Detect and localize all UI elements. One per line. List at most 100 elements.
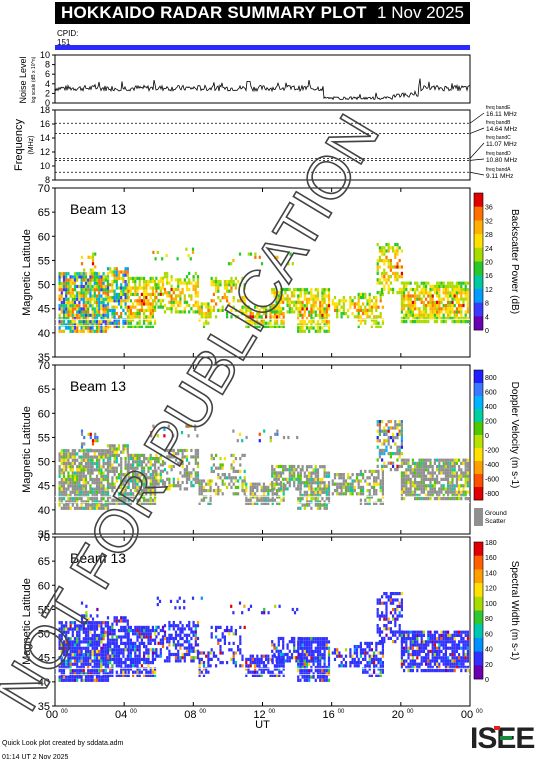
scatter-cell [73, 288, 77, 292]
scatter-cell [219, 463, 222, 467]
scatter-cell [113, 498, 116, 502]
scatter-cell [98, 471, 101, 475]
scatter-cell [91, 323, 94, 327]
scatter-cell [89, 465, 92, 469]
scatter-cell [396, 445, 399, 449]
colorbar-tick-label: -400 [485, 462, 499, 469]
scatter-cell [389, 259, 392, 263]
scatter-cell [190, 474, 193, 478]
scatter-cell [301, 493, 304, 498]
scatter-cell [349, 296, 352, 300]
scatter-cell [438, 291, 441, 295]
scatter-cell [122, 619, 125, 623]
scatter-cell [403, 288, 406, 292]
scatter-cell [340, 312, 343, 316]
scatter-cell [280, 324, 283, 328]
scatter-cell [91, 659, 94, 663]
scatter-cell [174, 307, 178, 311]
scatter-cell [93, 481, 96, 485]
scatter-cell [95, 461, 99, 466]
scatter-cell [368, 495, 371, 499]
scatter-cell [310, 497, 313, 501]
scatter-cell [177, 649, 180, 653]
scatter-cell [385, 448, 388, 452]
scatter-cell [414, 291, 417, 295]
scatter-cell [299, 471, 302, 475]
scatter-cell [458, 320, 461, 324]
scatter-cell [449, 310, 452, 314]
scatter-cell [174, 659, 178, 663]
scatter-cell [127, 485, 130, 489]
scatter-cell [411, 320, 414, 324]
scatter-cell [82, 640, 85, 644]
scatter-cell [301, 307, 304, 311]
scatter-cell [381, 468, 384, 472]
scatter-cell [102, 320, 105, 324]
scatter-cell [323, 323, 326, 327]
lat-ytick-label: 55 [38, 604, 50, 616]
scatter-cell [449, 458, 452, 462]
scatter-cell [364, 296, 367, 300]
scatter-cell [98, 640, 101, 644]
scatter-cell [93, 452, 96, 456]
scatter-cell [87, 678, 90, 682]
scatter-cell [98, 672, 101, 676]
scatter-cell [455, 477, 458, 481]
scatter-cell [109, 469, 112, 473]
scatter-cell [91, 252, 95, 256]
scatter-cell [271, 464, 274, 469]
scatter-cell [284, 297, 287, 301]
scatter-cell [80, 487, 83, 491]
scatter-cell [80, 484, 83, 488]
scatter-cell [159, 279, 162, 284]
scatter-cell [147, 308, 150, 312]
scatter-cell [288, 474, 291, 478]
scatter-cell [312, 477, 315, 482]
scatter-cell [154, 492, 157, 496]
scatter-cell [202, 664, 206, 668]
scatter-cell [431, 316, 434, 320]
scatter-cell [113, 324, 116, 328]
scatter-cell [425, 461, 428, 465]
scatter-cell [177, 278, 180, 282]
scatter-cell [183, 627, 186, 631]
scatter-cell [449, 481, 452, 485]
scatter-cell [65, 281, 68, 285]
scatter-cell [215, 492, 218, 496]
scatter-cell [143, 673, 146, 677]
scatter-cell [124, 492, 127, 496]
scatter-cell [149, 321, 152, 325]
scatter-cell [381, 448, 384, 452]
scatter-cell [117, 315, 121, 319]
scatter-cell [400, 420, 403, 424]
scatter-cell [93, 300, 96, 305]
scatter-cell [297, 300, 300, 305]
scatter-cell [355, 492, 359, 496]
scatter-cell [65, 291, 68, 295]
scatter-cell [111, 270, 114, 274]
scatter-cell [80, 474, 83, 478]
scatter-cell [132, 469, 135, 473]
scatter-cell [84, 656, 88, 660]
scatter-cell [73, 304, 77, 308]
scatter-cell [161, 286, 165, 290]
scatter-cell [147, 460, 150, 464]
scatter-cell [122, 447, 125, 451]
scatter-cell [60, 458, 63, 462]
scatter-cell [109, 453, 112, 457]
scatter-cell [223, 286, 226, 290]
scatter-cell [115, 489, 118, 493]
scatter-cell [310, 640, 313, 644]
scatter-cell [405, 288, 408, 292]
scatter-cell [205, 302, 208, 306]
scatter-cell [230, 262, 233, 266]
scatter-cell [394, 265, 397, 269]
scatter-cell [95, 675, 99, 679]
scatter-cell [276, 495, 279, 499]
scatter-cell [109, 466, 112, 470]
scatter-cell [73, 307, 77, 311]
scatter-cell [269, 498, 272, 502]
scatter-cell [273, 315, 276, 319]
scatter-cell [161, 292, 165, 296]
scatter-cell [422, 468, 425, 472]
